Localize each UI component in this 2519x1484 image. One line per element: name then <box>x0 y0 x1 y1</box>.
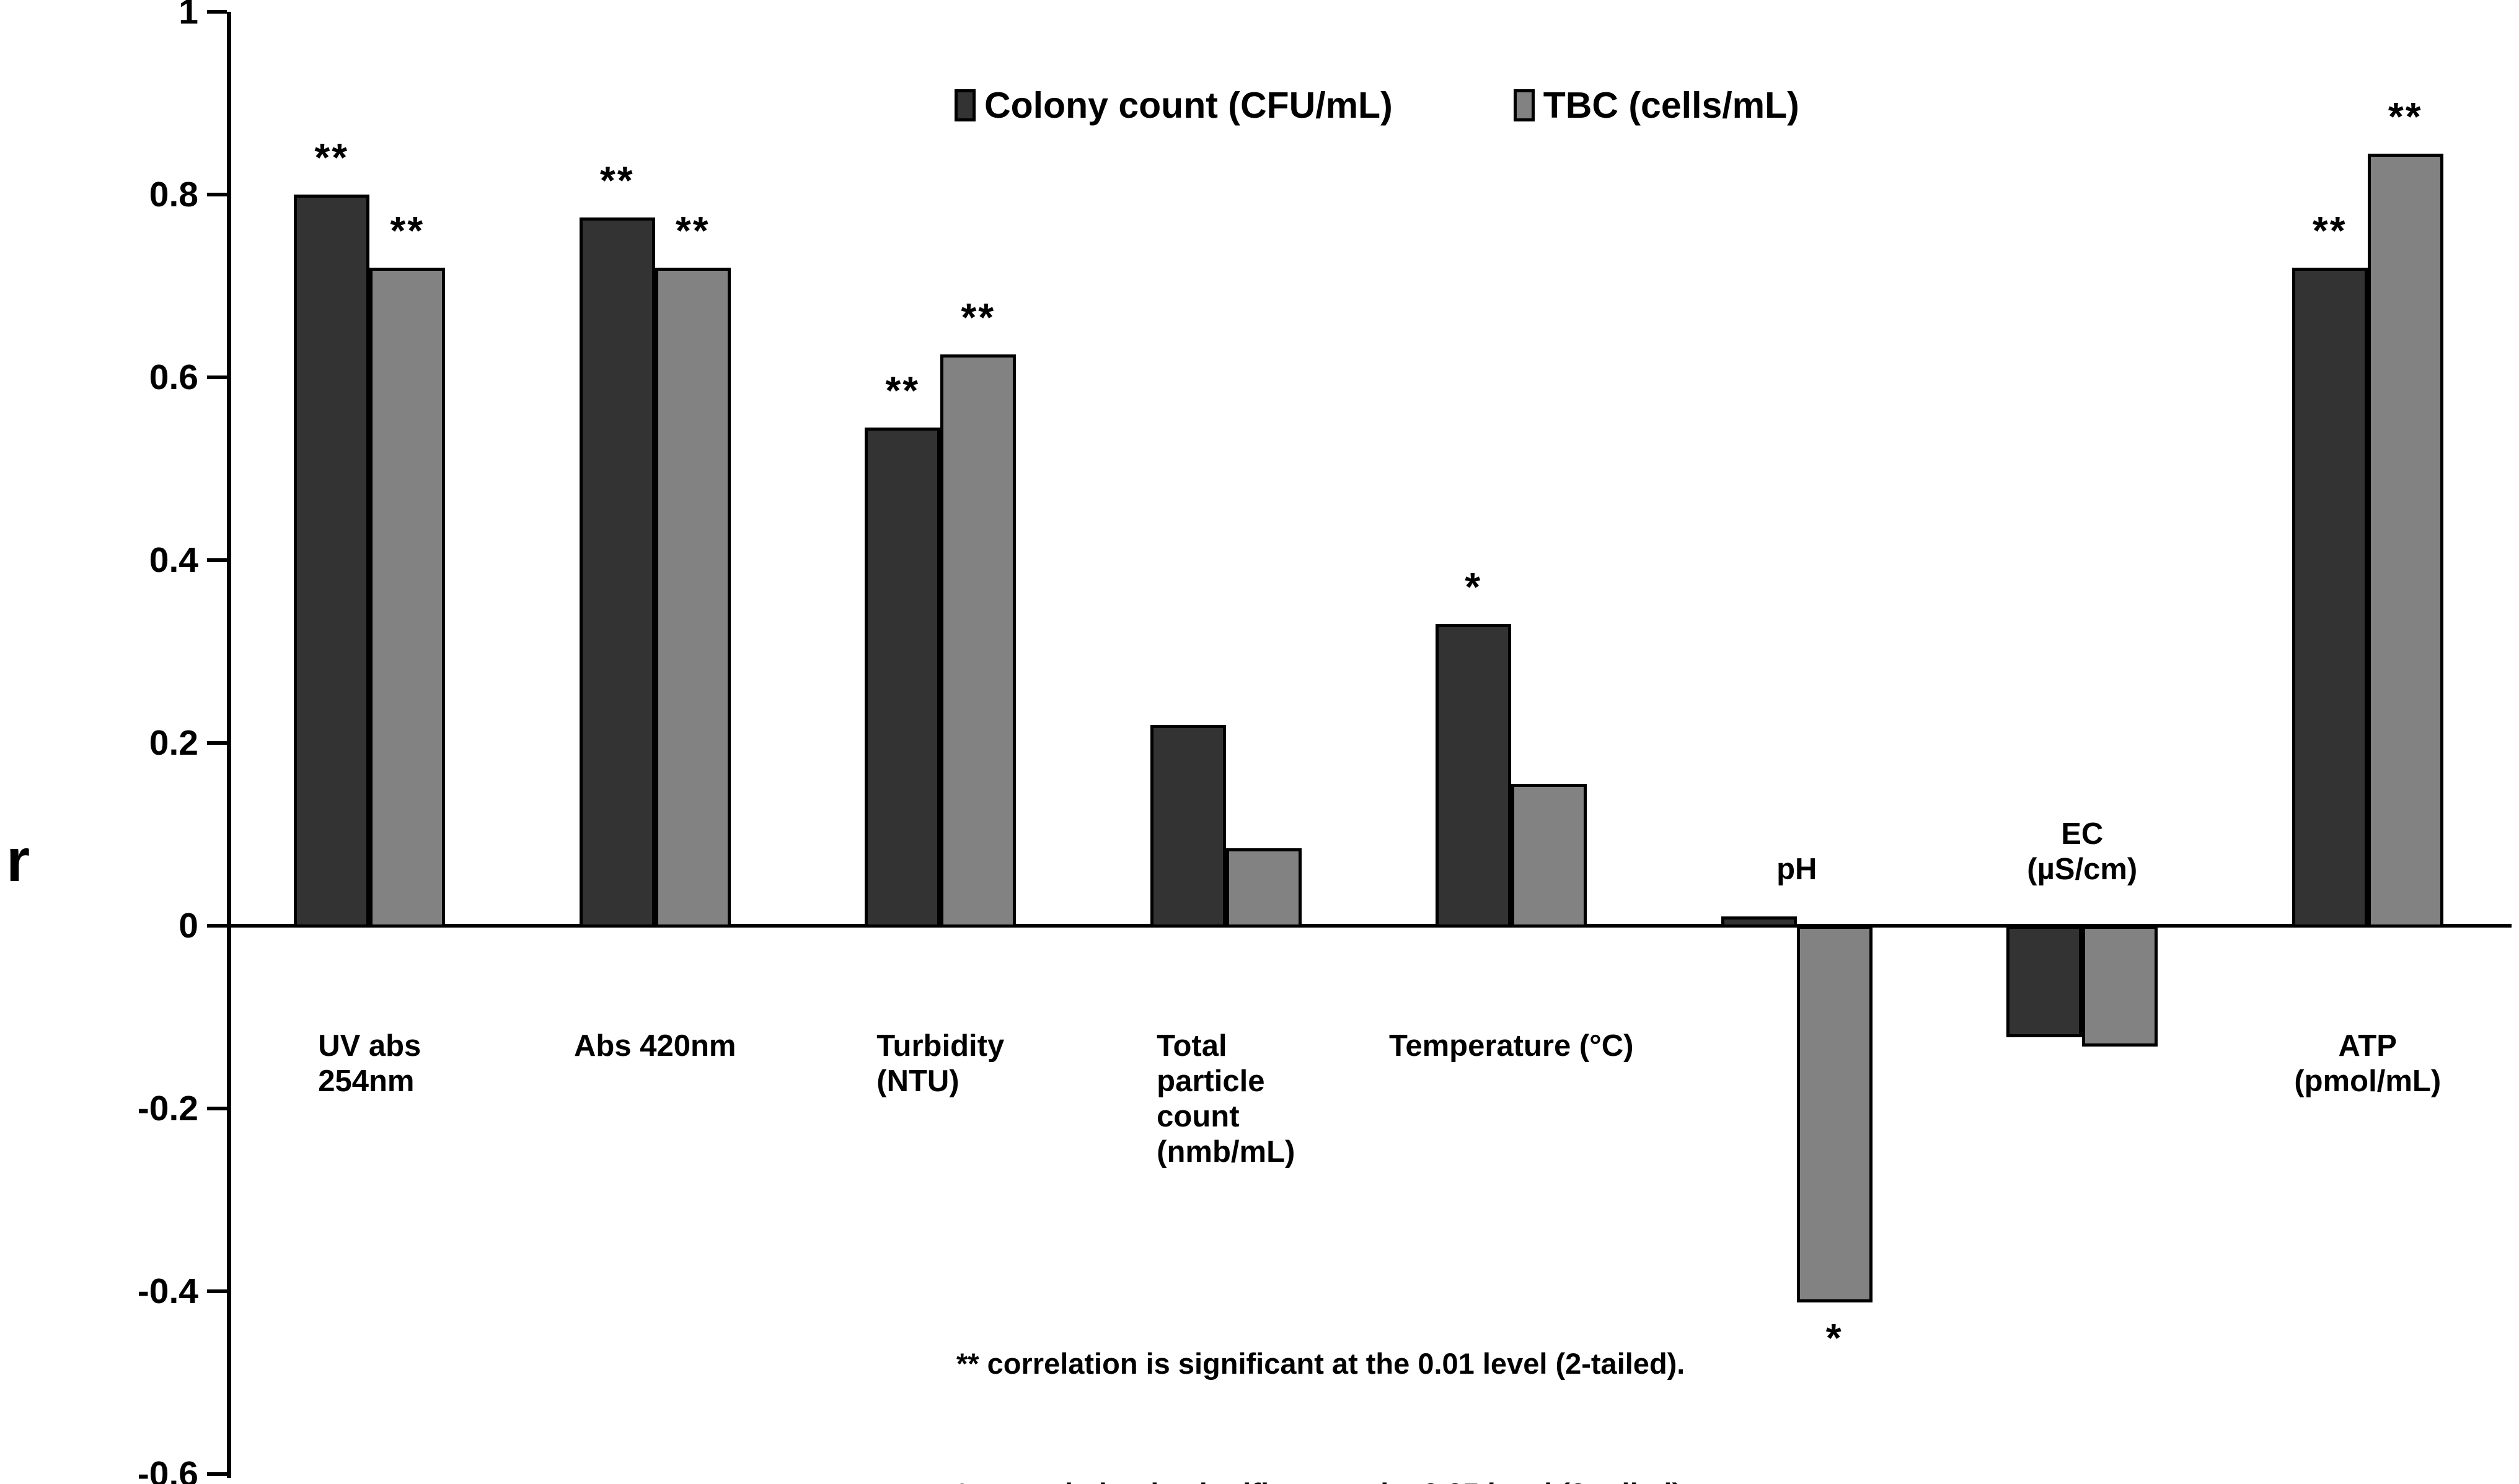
category-label-line: Turbidity <box>876 1029 1005 1063</box>
legend-swatch <box>955 89 976 121</box>
y-axis-tick-label: -0.4 <box>137 1271 198 1311</box>
significance-marker: * <box>1465 564 1483 610</box>
bar-tbc-cat1 <box>655 268 731 928</box>
category-label-text: Turbidity (NTU) <box>876 1029 1004 1099</box>
bar-colony-cat1 <box>579 217 655 928</box>
category-label-text: Temperature (°C) <box>1389 1029 1633 1064</box>
legend-item: TBC (cells/mL) <box>1513 85 1799 126</box>
bar-colony-cat5 <box>1721 916 1797 928</box>
bar-tbc-cat5 <box>1796 926 1873 1302</box>
category-label-line: count <box>1157 1100 1240 1133</box>
legend-swatch <box>1513 89 1535 121</box>
category-label-text: EC (µS/cm) <box>2027 817 2137 887</box>
y-axis-title: r <box>6 826 30 894</box>
category-label-text: pH <box>1776 852 1817 887</box>
y-axis-tick <box>207 924 227 928</box>
category-label-text: ATP (pmol/mL) <box>2294 1029 2441 1099</box>
category-label-text: Abs 420nm <box>574 1029 736 1064</box>
y-axis-tick-label: 0.4 <box>149 540 198 580</box>
category-label: Temperature (°C) <box>1369 1029 1654 1064</box>
y-axis-tick <box>207 193 227 196</box>
y-axis-tick-label: 0.8 <box>149 175 198 214</box>
significance-marker: ** <box>2312 208 2347 253</box>
legend-label: TBC (cells/mL) <box>1543 85 1799 126</box>
category-label-line: Total <box>1157 1029 1227 1063</box>
category-label-text: UV abs 254nm <box>318 1029 421 1099</box>
significance-marker: ** <box>961 295 996 340</box>
bar-tbc-cat7 <box>2367 153 2443 928</box>
y-axis-tick <box>207 10 227 14</box>
category-label-line: UV abs <box>318 1029 421 1063</box>
category-label-line: ATP <box>2338 1029 2397 1063</box>
category-label: Abs 420nm <box>513 1029 798 1064</box>
significance-marker: * <box>1825 1315 1843 1360</box>
bar-colony-cat4 <box>1436 624 1512 928</box>
y-axis-tick <box>207 1107 227 1110</box>
y-axis-tick-label: -0.6 <box>137 1454 198 1484</box>
y-axis-line <box>227 12 231 1478</box>
category-label-line: Temperature (°C) <box>1389 1029 1634 1063</box>
category-label-text: Total particle count (nmb/mL) <box>1157 1029 1295 1170</box>
significance-marker: ** <box>599 157 635 203</box>
significance-marker: ** <box>314 135 350 180</box>
y-axis-tick-label: 0 <box>179 906 198 946</box>
y-axis-tick <box>207 558 227 562</box>
category-label: ATP (pmol/mL) <box>2225 1029 2511 1099</box>
footnote-line-2: * correlation is significant at the 0.05… <box>956 1472 1690 1484</box>
category-label-line: (pmol/mL) <box>2294 1065 2442 1098</box>
y-axis-tick-label: 0.6 <box>149 358 198 397</box>
bar-colony-cat6 <box>2006 926 2083 1037</box>
significance-marker: ** <box>390 208 425 253</box>
bar-tbc-cat4 <box>1511 784 1587 928</box>
category-label-line: (NTU) <box>876 1065 960 1098</box>
bar-tbc-cat2 <box>940 354 1017 928</box>
y-axis-tick <box>207 1289 227 1293</box>
y-axis-tick-label: -0.2 <box>137 1089 198 1128</box>
category-label-line: particle <box>1157 1065 1265 1098</box>
y-axis-tick <box>207 375 227 379</box>
category-label-line: (nmb/mL) <box>1157 1135 1295 1169</box>
y-axis-tick-label: 1 <box>179 0 198 32</box>
bar-tbc-cat3 <box>1225 848 1302 928</box>
bar-colony-cat3 <box>1150 724 1226 928</box>
significance-marker: ** <box>885 368 920 413</box>
category-label: pH <box>1654 852 1940 887</box>
y-axis-tick <box>207 741 227 745</box>
category-label: Total particle count (nmb/mL) <box>1083 1029 1369 1170</box>
category-label-line: Abs 420nm <box>574 1029 736 1063</box>
category-label-line: EC <box>2061 817 2104 851</box>
bar-tbc-cat0 <box>369 268 446 928</box>
category-label-line: (µS/cm) <box>2027 853 2138 886</box>
bar-colony-cat2 <box>865 428 941 928</box>
significance-marker: ** <box>675 208 710 253</box>
x-axis-zero-line <box>227 924 2512 928</box>
bar-tbc-cat6 <box>2082 926 2158 1047</box>
category-label-line: pH <box>1776 853 1817 886</box>
significance-marker: ** <box>2388 94 2423 139</box>
category-label: UV abs 254nm <box>227 1029 513 1099</box>
significance-footnote: ** correlation is significant at the 0.0… <box>956 1255 1690 1484</box>
footnote-line-1: ** correlation is significant at the 0.0… <box>956 1347 1685 1380</box>
y-axis-tick <box>207 1472 227 1476</box>
legend-label: Colony count (CFU/mL) <box>984 85 1393 126</box>
bar-colony-cat0 <box>294 195 370 928</box>
category-label-line: 254nm <box>318 1065 415 1098</box>
category-label: Turbidity (NTU) <box>798 1029 1083 1099</box>
legend-item: Colony count (CFU/mL) <box>955 86 1393 125</box>
bar-colony-cat7 <box>2292 268 2368 928</box>
category-label: EC (µS/cm) <box>1939 817 2225 887</box>
chart-legend: Colony count (CFU/mL) TBC (cells/mL) <box>955 86 1799 125</box>
y-axis-tick-label: 0.2 <box>149 723 198 763</box>
